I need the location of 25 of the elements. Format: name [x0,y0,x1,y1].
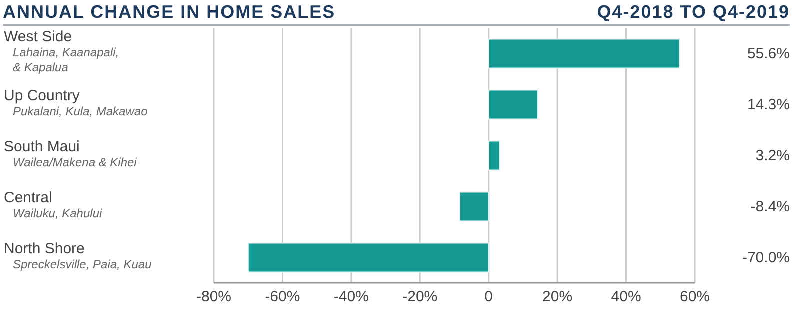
x-tick-label: -40% [334,288,369,306]
chart-title: ANNUAL CHANGE IN HOME SALES [3,2,336,23]
bar [488,140,500,171]
data-label: -70.0% [742,250,790,267]
y-tick-label: West Side Lahaina, Kaanapali, & Kapalua [4,28,120,74]
bar [248,242,490,273]
x-tick-label: 0 [484,288,494,306]
x-tick-label: -20% [402,288,438,306]
data-label: 55.6% [747,46,790,63]
data-label: -8.4% [750,198,790,216]
y-tick-label: Up Country Pukalani, Kula, Makawao [4,88,148,118]
x-tick-label: 60% [680,288,710,306]
x-tick-label: 40% [611,288,642,306]
y-tick-label: South Maui Wailea/Makena & Kihei [4,138,138,170]
y-tick-label: Central Wailuku, Kahului [4,190,102,220]
x-tick-label: 20% [542,288,573,306]
x-tick-label: -60% [265,288,300,306]
data-label: 3.2% [756,148,790,165]
bar [488,38,680,69]
x-tick-label: -80% [196,288,232,306]
bar [488,90,538,120]
data-label: 14.3% [747,96,790,114]
chart-subtitle: Q4-2018 TO Q4-2019 [597,2,790,23]
bar [459,192,490,222]
y-tick-label: North Shore Spreckelsville, Paia, Kuau [4,240,152,272]
